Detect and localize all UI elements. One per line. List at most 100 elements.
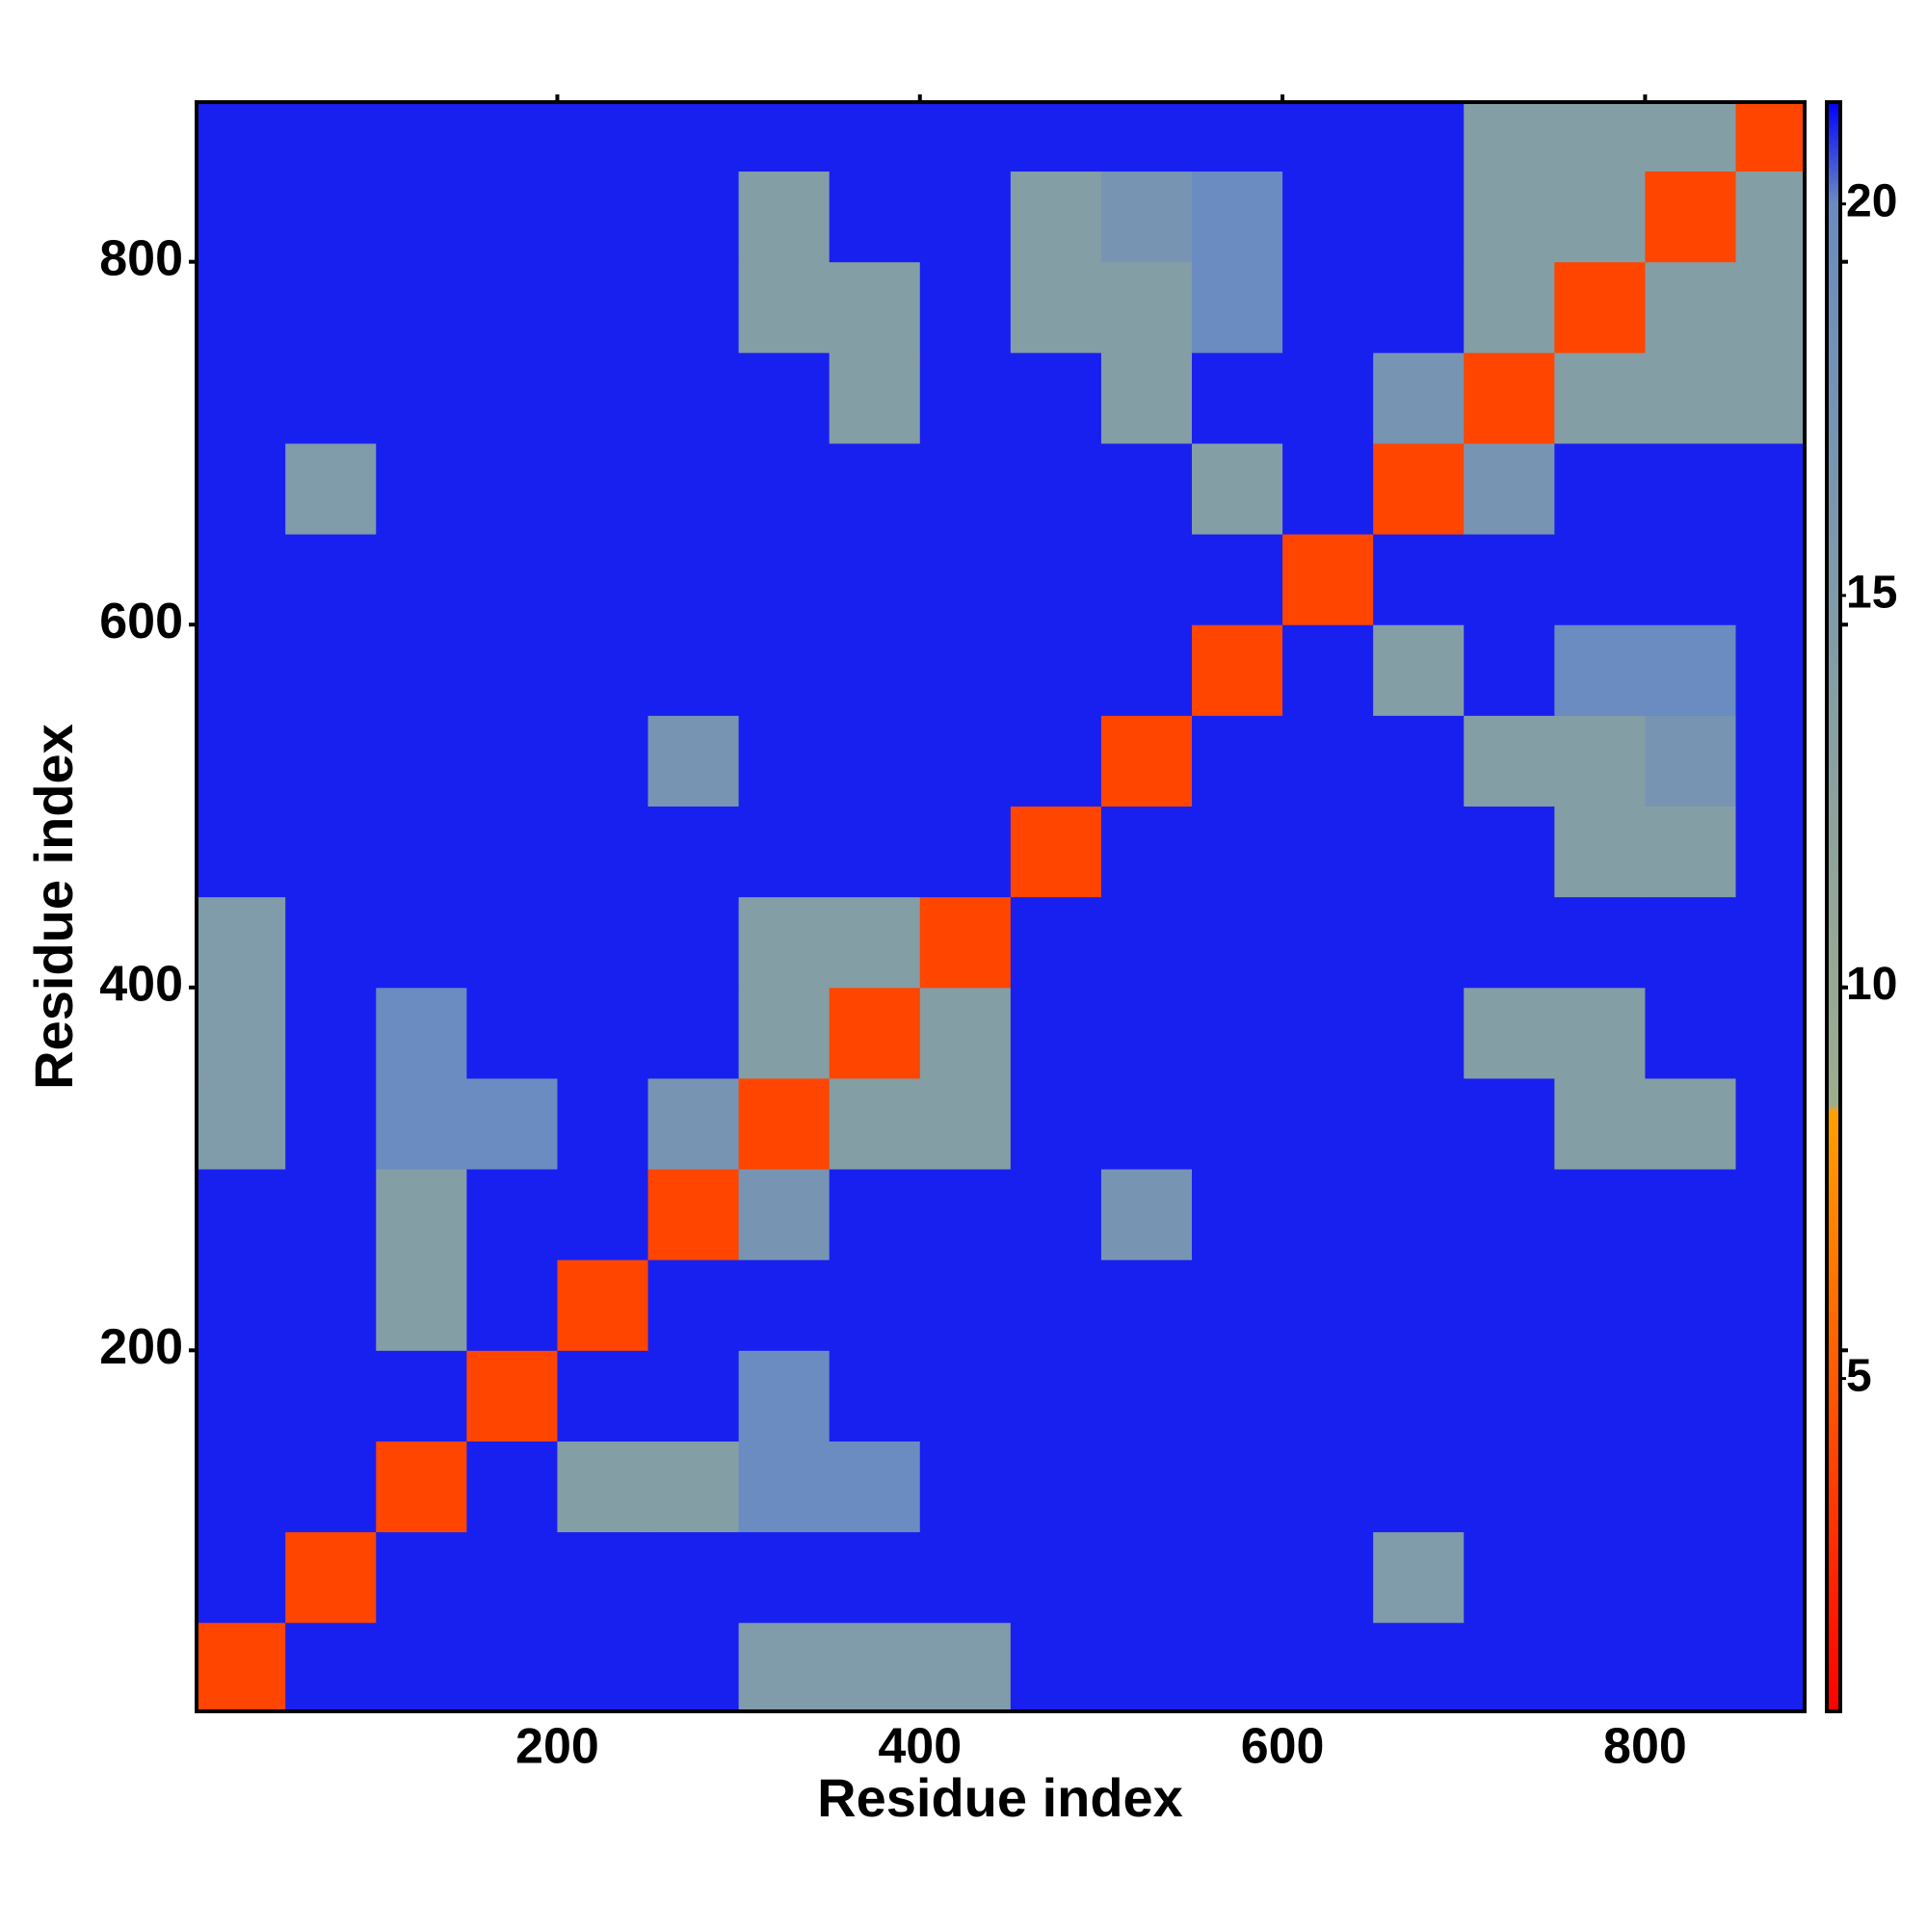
heatmap-cell: [1282, 624, 1374, 716]
heatmap-cell: [466, 1077, 558, 1170]
x-tick-label: 800: [1603, 1719, 1687, 1775]
heatmap-cell: [197, 1169, 286, 1260]
heatmap-cell: [647, 806, 740, 898]
heatmap-cell: [1735, 715, 1806, 807]
heatmap-cell: [466, 171, 558, 263]
heatmap-cell: [1192, 987, 1283, 1079]
heatmap-cell: [285, 1169, 377, 1260]
heatmap-cell: [285, 534, 377, 625]
heatmap-cell: [919, 1169, 1012, 1260]
heatmap-cell: [1735, 534, 1806, 625]
heatmap-cell: [197, 624, 286, 716]
heatmap-cell: [376, 1350, 467, 1442]
heatmap: [197, 102, 1806, 1712]
heatmap-cell: [1645, 534, 1736, 625]
heatmap-cell: [829, 1441, 921, 1533]
heatmap-cell: [1735, 896, 1806, 989]
heatmap-cell: [1010, 1259, 1102, 1351]
heatmap-cell: [1735, 987, 1806, 1079]
heatmap-cell: [1645, 442, 1736, 535]
heatmap-cell: [285, 1077, 377, 1170]
heatmap-cell: [466, 987, 558, 1079]
heatmap-cell: [1373, 352, 1465, 444]
heatmap-cell: [1464, 1169, 1555, 1260]
heatmap-cell: [466, 806, 558, 898]
heatmap-cell: [1100, 1622, 1193, 1712]
heatmap-cell: [1282, 1441, 1374, 1533]
heatmap-cell: [285, 896, 377, 989]
heatmap-cell: [1373, 896, 1465, 989]
heatmap-cell: [1464, 896, 1555, 989]
heatmap-cell: [1645, 896, 1736, 989]
heatmap-cell: [1554, 624, 1646, 716]
heatmap-cell: [376, 987, 467, 1079]
heatmap-cell: [285, 352, 377, 444]
heatmap-cell: [1554, 1350, 1646, 1442]
heatmap-cell: [647, 102, 740, 172]
heatmap-cell: [1464, 102, 1555, 172]
heatmap-cell: [285, 171, 377, 263]
heatmap-cell: [1645, 715, 1736, 807]
heatmap-cell: [829, 352, 921, 444]
heatmap-cell: [285, 1441, 377, 1533]
heatmap-cell: [738, 352, 831, 444]
heatmap-cell: [738, 806, 831, 898]
heatmap-cell: [1735, 1622, 1806, 1712]
heatmap-cell: [738, 1441, 831, 1533]
heatmap-cell: [1464, 171, 1555, 263]
heatmap-cell: [1282, 1350, 1374, 1442]
heatmap-cell: [1645, 102, 1736, 172]
heatmap-cell: [557, 987, 649, 1079]
heatmap-cell: [1282, 442, 1374, 535]
heatmap-cell: [829, 1531, 921, 1624]
heatmap-cell: [285, 1531, 377, 1624]
heatmap-cell: [1010, 1531, 1102, 1624]
heatmap-cell: [1735, 806, 1806, 898]
heatmap-cell: [1645, 1531, 1736, 1624]
heatmap-cell: [1373, 806, 1465, 898]
y-axis-title: Residue index: [23, 724, 84, 1090]
heatmap-cell: [1192, 806, 1283, 898]
heatmap-cell: [1010, 1441, 1102, 1533]
heatmap-cell: [829, 261, 921, 354]
heatmap-cell: [829, 987, 921, 1079]
x-axis-title: Residue index: [817, 1767, 1183, 1828]
heatmap-cell: [1373, 1531, 1465, 1624]
heatmap-cell: [1282, 534, 1374, 625]
heatmap-cell: [829, 624, 921, 716]
heatmap-cell: [557, 171, 649, 263]
heatmap-cell: [919, 102, 1012, 172]
heatmap-cell: [1645, 1441, 1736, 1533]
heatmap-cell: [738, 1350, 831, 1442]
heatmap-cell: [647, 987, 740, 1079]
heatmap-cell: [1554, 102, 1646, 172]
heatmap-cell: [557, 261, 649, 354]
heatmap-cell: [1373, 534, 1465, 625]
heatmap-cell: [557, 1169, 649, 1260]
heatmap-cell: [466, 715, 558, 807]
heatmap-cell: [1282, 102, 1374, 172]
heatmap-cell: [1100, 1441, 1193, 1533]
heatmap-cell: [647, 1622, 740, 1712]
heatmap-cell: [738, 715, 831, 807]
heatmap-cell: [376, 352, 467, 444]
heatmap-cell: [829, 715, 921, 807]
heatmap-cell: [829, 1259, 921, 1351]
heatmap-cell: [557, 715, 649, 807]
heatmap-cell: [1464, 987, 1555, 1079]
heatmap-cell: [1373, 1259, 1465, 1351]
heatmap-cell: [919, 806, 1012, 898]
heatmap-cell: [1010, 261, 1102, 354]
y-tick-label: 600: [99, 594, 183, 649]
heatmap-cell: [285, 806, 377, 898]
heatmap-cell: [1554, 1259, 1646, 1351]
heatmap-cell: [1735, 1350, 1806, 1442]
heatmap-cell: [647, 1259, 740, 1351]
heatmap-cell: [466, 442, 558, 535]
heatmap-cell: [1464, 1350, 1555, 1442]
heatmap-cell: [1192, 102, 1283, 172]
heatmap-cell: [1645, 624, 1736, 716]
heatmap-cell: [1735, 1531, 1806, 1624]
heatmap-cell: [1645, 1169, 1736, 1260]
heatmap-cell: [1464, 715, 1555, 807]
